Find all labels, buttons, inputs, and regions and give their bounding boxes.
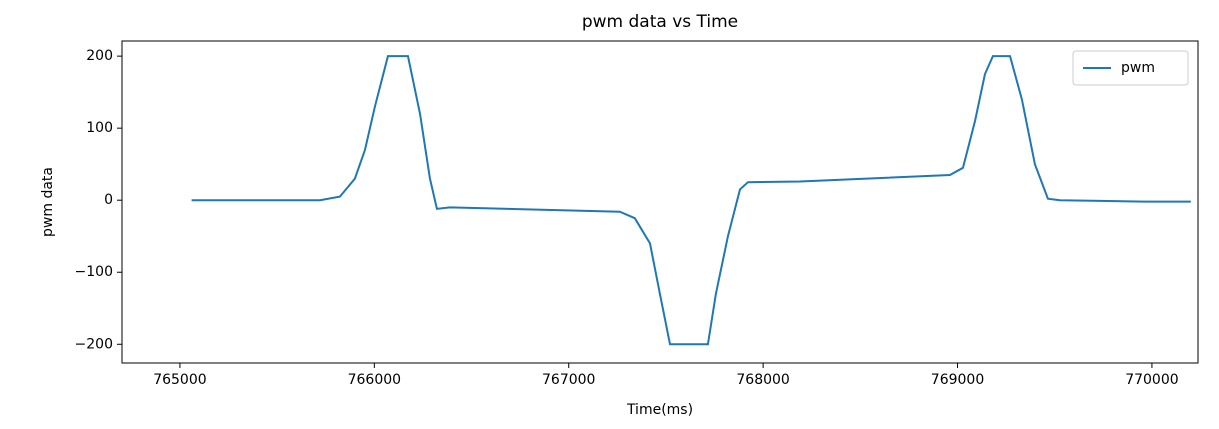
plot-frame <box>121 40 1199 364</box>
y-axis-label: pwm data <box>40 167 56 237</box>
x-tick-label: 770000 <box>1125 372 1178 388</box>
y-tick-label: −100 <box>75 264 113 280</box>
chart-title: pwm data vs Time <box>582 12 738 32</box>
x-axis-label: Time(ms) <box>626 402 693 418</box>
x-tick-label: 767000 <box>542 372 595 388</box>
y-tick-label: −200 <box>75 336 113 352</box>
y-tick-label: 100 <box>86 120 113 136</box>
legend-label: pwm <box>1121 60 1155 76</box>
legend-box <box>1072 50 1189 86</box>
x-tick-label: 766000 <box>348 372 401 388</box>
x-tick-label: 769000 <box>931 372 984 388</box>
x-tick-label: 765000 <box>153 372 206 388</box>
line-series <box>191 55 1191 346</box>
y-tick-label: 0 <box>104 192 113 208</box>
x-tick-label: 768000 <box>736 372 789 388</box>
y-tick-label: 200 <box>86 48 113 64</box>
